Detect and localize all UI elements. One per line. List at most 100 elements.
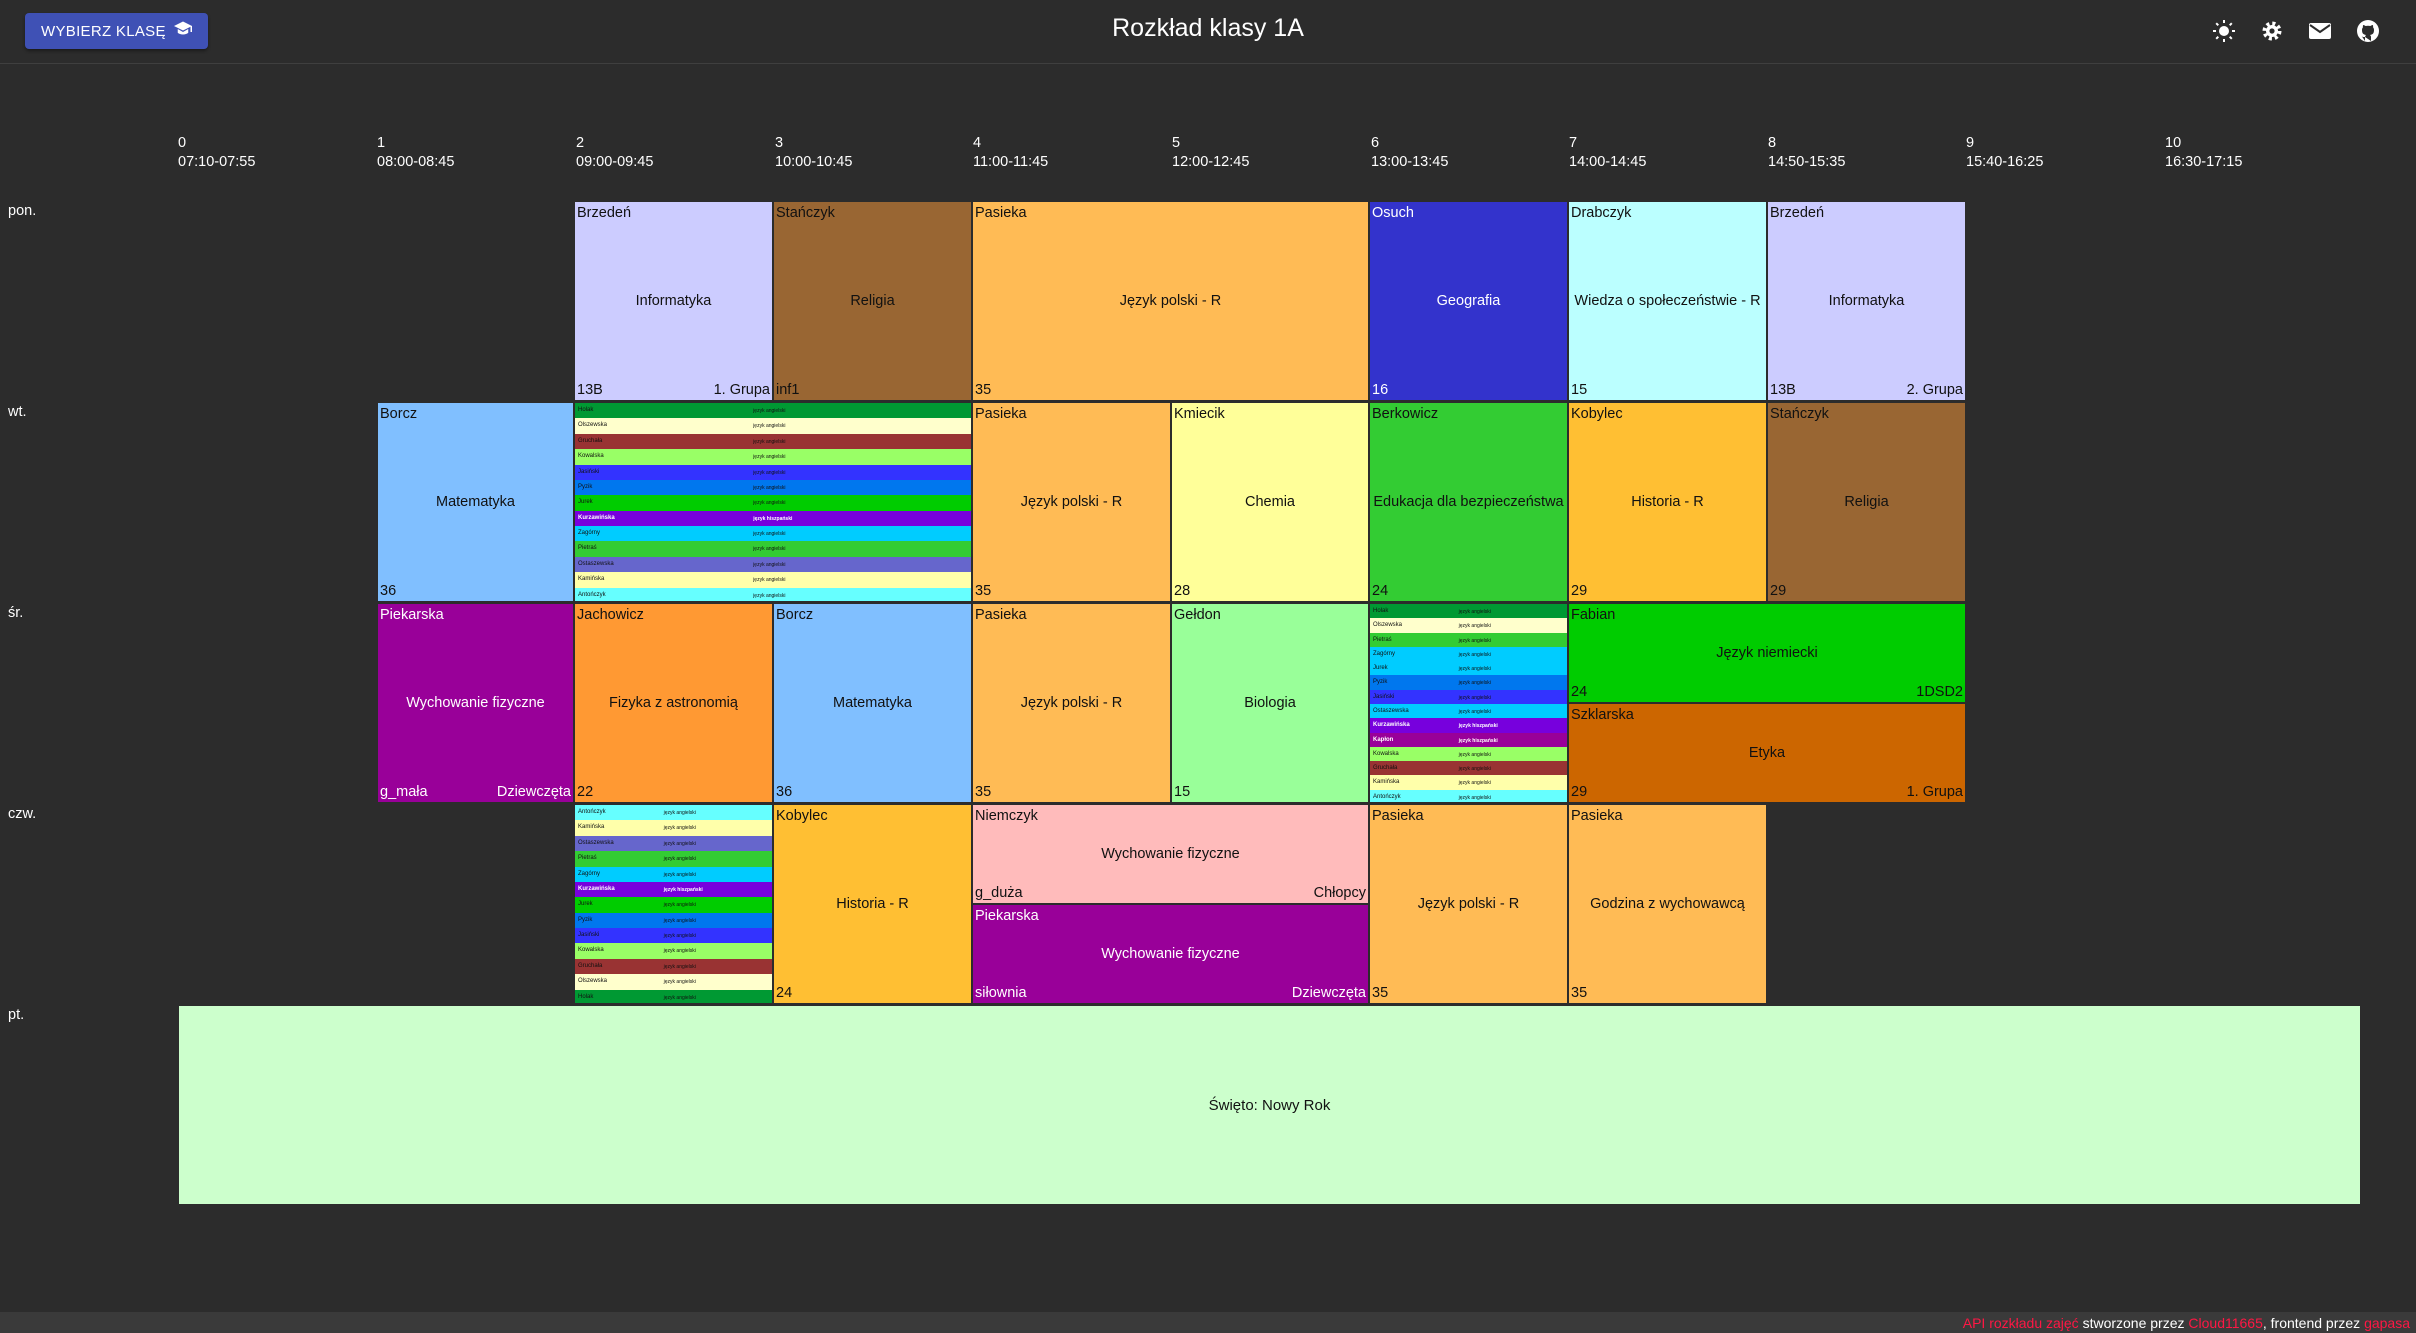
strip-subject: język angielski	[1458, 780, 1491, 787]
language-group-strip[interactable]: Pietraś język angielski	[1370, 632, 1567, 647]
select-class-button[interactable]: WYBIERZ KLASĘ	[25, 13, 208, 49]
lesson-teacher: Pasieka	[975, 406, 1027, 422]
mail-icon[interactable]	[2306, 17, 2334, 45]
lesson-cell[interactable]: Pasieka Język polski - R 35	[1369, 804, 1568, 1004]
brightness-icon[interactable]	[2210, 17, 2238, 45]
strip-subject: język angielski	[663, 902, 696, 909]
strip-teacher: Kowalska	[578, 453, 604, 460]
api-author-link[interactable]: Cloud11665	[2188, 1315, 2263, 1331]
language-group-strip[interactable]: Zagórny język angielski	[575, 526, 971, 542]
language-group-strip[interactable]: Holak język angielski	[575, 403, 971, 419]
language-groups-cell[interactable]: Holak język angielski Olszewska język angie…	[574, 402, 972, 602]
lesson-cell[interactable]: Piekarska Wychowanie fizyczne siłownia Dzie…	[972, 904, 1369, 1004]
language-groups-cell[interactable]: Holak język angielski Olszewska język angie…	[1369, 603, 1568, 803]
language-group-strip[interactable]: Antończyk język angielski	[1370, 789, 1567, 802]
strip-subject: język hiszpański	[1458, 723, 1498, 730]
language-groups-cell[interactable]: Antończyk język angielski Kamińska język an…	[574, 804, 773, 1004]
language-group-strip[interactable]: Jurek język angielski	[575, 897, 772, 913]
language-group-strip[interactable]: Olszewska język angielski	[575, 418, 971, 434]
lesson-teacher: Brzedeń	[577, 205, 632, 221]
language-group-strip[interactable]: Kowalska język angielski	[575, 943, 772, 959]
lesson-cell[interactable]: Jachowicz Fizyka z astronomią 22	[574, 603, 773, 803]
column-header: 10 16:30-17:15	[2165, 135, 2243, 170]
language-group-strip[interactable]: Gruchała język angielski	[575, 433, 971, 450]
language-group-strip[interactable]: Jasiński język angielski	[1370, 689, 1567, 704]
language-group-strip[interactable]: Kamińska język angielski	[575, 572, 971, 588]
lesson-cell[interactable]: Pasieka Język polski - R 35	[972, 402, 1171, 602]
lesson-cell[interactable]: Osuch Geografia 16	[1369, 201, 1568, 401]
language-group-strip[interactable]: Olszewska język angielski	[1370, 618, 1567, 633]
strip-subject: język angielski	[753, 561, 786, 568]
language-group-strip[interactable]: Olszewska język angielski	[575, 974, 772, 990]
language-group-strip[interactable]: Pyzik język angielski	[1370, 675, 1567, 690]
language-group-strip[interactable]: Zagórny język angielski	[1370, 646, 1567, 662]
strip-subject: język angielski	[1458, 609, 1491, 615]
lesson-cell[interactable]: Kobylec Historia - R 29	[1568, 402, 1767, 602]
language-group-strip[interactable]: Holak język angielski	[1370, 604, 1567, 619]
lesson-cell[interactable]: Borcz Matematyka 36	[377, 402, 574, 602]
strip-teacher: Pyzik	[578, 916, 593, 923]
strip-teacher: Olszewska	[578, 422, 608, 429]
language-group-strip[interactable]: Zagórny język angielski	[575, 866, 772, 882]
language-group-strip[interactable]: Pyzik język angielski	[575, 479, 971, 496]
language-group-strip[interactable]: Jasiński język angielski	[575, 928, 772, 944]
lesson-room: g_duża	[975, 885, 1023, 901]
lesson-room: 13B	[1770, 382, 1796, 398]
lesson-cell[interactable]: Borcz Matematyka 36	[773, 603, 972, 803]
api-link[interactable]: API rozkładu zajęć	[1962, 1315, 2079, 1331]
lesson-cell[interactable]: Fabian Język niemiecki 24 1DSD2	[1568, 603, 1966, 703]
language-group-strip[interactable]: Kamińska język angielski	[1370, 775, 1567, 790]
language-group-strip[interactable]: Ostaszewska język angielski	[575, 835, 772, 852]
lesson-room: 35	[975, 784, 992, 800]
language-group-strip[interactable]: Jurek język angielski	[575, 495, 971, 511]
lesson-teacher: Drabczyk	[1571, 205, 1632, 221]
settings-icon[interactable]	[2258, 17, 2286, 45]
lesson-cell[interactable]: Szklarska Etyka 29 1. Grupa	[1568, 703, 1966, 803]
language-group-strip[interactable]: Antończyk język angielski	[575, 587, 971, 601]
lesson-cell[interactable]: Brzedeń Informatyka 13B 1. Grupa	[574, 201, 773, 401]
lesson-cell[interactable]: Stańczyk Religia inf1	[773, 201, 972, 401]
lesson-cell[interactable]: Piekarska Wychowanie fizyczne g_mała Dziewc…	[377, 603, 574, 803]
strip-teacher: Pyzik	[578, 483, 593, 490]
lesson-cell[interactable]: Niemczyk Wychowanie fizyczne g_duża Chłopcy	[972, 804, 1369, 904]
strip-subject: język angielski	[753, 484, 786, 491]
language-group-strip[interactable]: Kamińska język angielski	[575, 820, 772, 836]
language-group-strip[interactable]: Ostaszewska język angielski	[1370, 703, 1567, 719]
lesson-cell[interactable]: Pasieka Język polski - R 35	[972, 603, 1171, 803]
strip-subject: język angielski	[663, 994, 696, 1001]
language-group-strip[interactable]: Jasiński język angielski	[575, 464, 971, 480]
language-group-strip[interactable]: Kapłon język hiszpański	[1370, 732, 1567, 747]
language-group-strip[interactable]: Antończyk język angielski	[575, 805, 772, 821]
language-group-strip[interactable]: Kurzawińska język hiszpański	[575, 510, 971, 526]
lesson-cell[interactable]: Stańczyk Religia 29	[1767, 402, 1966, 602]
language-group-strip[interactable]: Pyzik język angielski	[575, 912, 772, 928]
language-group-strip[interactable]: Gruchała język angielski	[1370, 761, 1567, 776]
language-group-strip[interactable]: Kowalska język angielski	[1370, 746, 1567, 762]
lesson-subject: Wychowanie fizyczne	[406, 695, 545, 711]
language-group-strip[interactable]: Kowalska język angielski	[575, 449, 971, 465]
language-group-strip[interactable]: Ostaszewska język angielski	[575, 556, 971, 573]
lesson-cell[interactable]: Drabczyk Wiedza o społeczeństwie - R 15	[1568, 201, 1767, 401]
strip-teacher: Antończyk	[1373, 793, 1401, 800]
lesson-cell[interactable]: Gełdon Biologia 15	[1171, 603, 1369, 803]
language-group-strip[interactable]: Jurek język angielski	[1370, 661, 1567, 676]
language-group-strip[interactable]: Kurzawińska język hiszpański	[1370, 718, 1567, 733]
lesson-cell[interactable]: Kmiecik Chemia 28	[1171, 402, 1369, 602]
language-group-strip[interactable]: Holak język angielski	[575, 989, 772, 1003]
language-group-strip[interactable]: Gruchała język angielski	[575, 958, 772, 975]
language-group-strip[interactable]: Pietraś język angielski	[575, 851, 772, 867]
language-group-strip[interactable]: Pietraś język angielski	[575, 541, 971, 557]
lesson-subject: Język polski - R	[1417, 896, 1520, 912]
frontend-author-link[interactable]: gapasa	[2364, 1315, 2410, 1331]
language-group-strip[interactable]: Kurzawińska język hiszpański	[575, 881, 772, 898]
lesson-cell[interactable]: Kobylec Historia - R 24	[773, 804, 972, 1004]
lesson-cell[interactable]: Pasieka Język polski - R 35	[972, 201, 1369, 401]
lesson-cell[interactable]: Brzedeń Informatyka 13B 2. Grupa	[1767, 201, 1966, 401]
strip-subject: język angielski	[663, 963, 696, 970]
github-icon[interactable]	[2354, 17, 2382, 45]
lesson-cell[interactable]: Berkowicz Edukacja dla bezpieczeństwa 24	[1369, 402, 1568, 602]
strip-subject: język angielski	[1458, 794, 1491, 801]
lesson-cell[interactable]: Pasieka Godzina z wychowawcą 35	[1568, 804, 1767, 1004]
strip-teacher: Kapłon	[1373, 736, 1394, 743]
lesson-teacher: Berkowicz	[1372, 406, 1439, 422]
